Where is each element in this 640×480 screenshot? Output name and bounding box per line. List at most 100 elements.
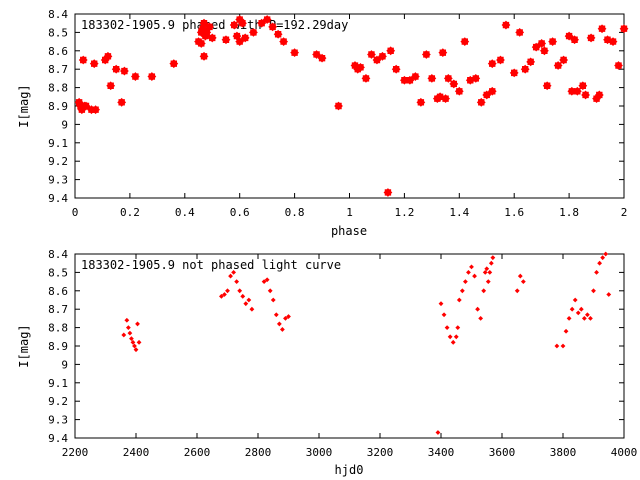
data-point-bottom xyxy=(240,293,246,299)
data-point-top xyxy=(509,68,519,78)
chart-title-bottom: 183302-1905.9 not phased light curve xyxy=(81,258,341,272)
x-tick-label-top: 0 xyxy=(72,206,79,219)
data-point-bottom xyxy=(560,343,566,349)
data-point-bottom xyxy=(130,339,136,345)
data-point-bottom xyxy=(597,260,602,266)
data-point-top xyxy=(81,101,91,111)
data-point-top xyxy=(597,24,607,34)
data-point-top xyxy=(91,105,100,115)
y-tick-label-top: 9.2 xyxy=(48,155,68,168)
data-point-top xyxy=(169,59,179,69)
data-point-bottom xyxy=(286,314,291,319)
data-point-top xyxy=(235,37,245,46)
data-point-bottom xyxy=(127,330,133,336)
data-point-bottom xyxy=(267,288,273,294)
data-point-top xyxy=(334,101,343,111)
x-tick-label-bottom: 2600 xyxy=(184,446,211,459)
data-point-top xyxy=(229,20,239,30)
y-tick-label-bottom: 9.1 xyxy=(48,377,68,390)
data-point-top xyxy=(383,188,393,197)
data-point-bottom xyxy=(463,279,468,284)
y-tick-label-top: 8.4 xyxy=(48,8,68,21)
data-point-bottom xyxy=(566,316,572,321)
data-points-top xyxy=(74,15,629,197)
x-tick-label-top: 1.6 xyxy=(504,206,524,219)
data-point-bottom xyxy=(121,332,127,338)
data-point-top xyxy=(578,81,588,91)
data-point-top xyxy=(460,37,470,46)
data-point-top xyxy=(619,24,629,34)
x-tick-label-bottom: 2200 xyxy=(62,446,89,459)
x-tick-label-top: 0.4 xyxy=(175,206,195,219)
y-tick-label-top: 8.7 xyxy=(48,63,68,76)
data-point-top xyxy=(262,15,272,24)
data-point-top xyxy=(553,61,563,70)
y-tick-label-bottom: 8.9 xyxy=(48,340,68,353)
data-point-top xyxy=(435,92,445,102)
data-point-top xyxy=(117,97,127,107)
data-point-top xyxy=(520,64,530,74)
axis-ticks-bottom: 2200 2400 2600 2800 3000 3200 3400 3600 3800 4000… xyxy=(48,248,637,459)
y-tick-label-top: 8.5 xyxy=(48,26,68,39)
x-tick-label-bottom: 4000 xyxy=(611,446,638,459)
data-point-top xyxy=(608,37,618,46)
data-point-bottom xyxy=(450,339,456,345)
data-points-bottom xyxy=(121,251,612,435)
data-point-top xyxy=(207,33,217,43)
data-point-top xyxy=(257,18,267,28)
data-point-bottom xyxy=(585,312,590,318)
data-point-bottom xyxy=(459,288,465,294)
data-point-bottom xyxy=(484,266,490,272)
data-point-top xyxy=(515,28,525,37)
data-point-top xyxy=(199,51,209,61)
data-point-bottom xyxy=(469,264,474,270)
y-tick-label-bottom: 8.8 xyxy=(48,322,68,335)
data-point-top xyxy=(353,64,363,74)
data-point-top xyxy=(235,15,245,24)
data-point-top xyxy=(273,29,283,39)
data-point-bottom xyxy=(273,312,279,318)
y-tick-label-bottom: 9 xyxy=(61,358,68,371)
data-point-top xyxy=(487,86,497,96)
y-tick-label-bottom: 8.6 xyxy=(48,285,68,298)
data-point-top xyxy=(410,72,420,81)
x-tick-label-top: 0.2 xyxy=(120,206,140,219)
data-point-bottom xyxy=(603,251,609,257)
y-tick-label-bottom: 9.4 xyxy=(48,432,68,445)
y-tick-label-top: 9.3 xyxy=(48,174,68,187)
data-point-top xyxy=(594,90,604,100)
y-tick-label-top: 8.6 xyxy=(48,45,68,58)
data-point-top xyxy=(449,79,459,89)
data-point-bottom xyxy=(517,273,523,279)
data-point-bottom xyxy=(575,310,581,316)
y-axis-label-bottom: I[mag] xyxy=(17,324,31,367)
data-point-top xyxy=(290,48,299,58)
data-point-top xyxy=(89,59,99,69)
data-point-top xyxy=(476,97,486,107)
data-point-bottom xyxy=(276,321,282,327)
data-point-top xyxy=(572,86,582,96)
data-point-bottom xyxy=(453,334,459,340)
data-point-top xyxy=(559,55,569,65)
data-point-bottom xyxy=(246,297,252,303)
y-axis-label-top: I[mag] xyxy=(17,84,31,127)
data-point-top xyxy=(570,35,579,45)
data-point-bottom xyxy=(563,328,569,334)
x-tick-label-top: 0.8 xyxy=(285,206,305,219)
data-point-bottom xyxy=(261,279,267,284)
data-point-bottom xyxy=(280,327,285,332)
data-point-bottom xyxy=(578,306,584,312)
data-point-top xyxy=(501,20,511,30)
data-point-top xyxy=(482,90,492,100)
data-point-bottom xyxy=(481,288,487,294)
data-point-top xyxy=(378,51,387,61)
data-point-bottom xyxy=(490,255,496,261)
data-point-bottom xyxy=(435,430,441,435)
data-point-top xyxy=(120,66,129,76)
data-point-top xyxy=(78,55,88,65)
data-point-bottom xyxy=(594,270,599,275)
data-point-top xyxy=(372,55,382,65)
data-point-top xyxy=(564,31,574,41)
data-point-bottom xyxy=(132,343,137,349)
data-point-bottom xyxy=(606,292,612,297)
